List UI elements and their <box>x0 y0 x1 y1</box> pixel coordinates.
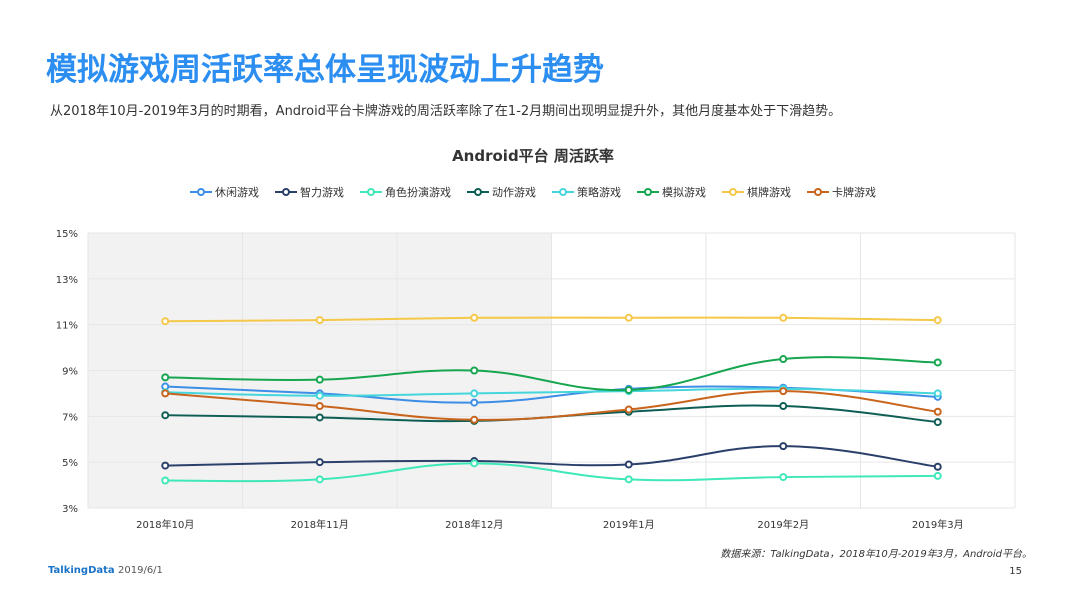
data-point <box>933 389 942 398</box>
data-point <box>470 313 479 322</box>
legend-label: 策略游戏 <box>577 186 621 199</box>
legend-swatch <box>807 188 829 196</box>
data-point <box>624 460 633 469</box>
legend-swatch <box>190 188 212 196</box>
data-point <box>470 459 479 468</box>
footer-date: 2019/6/1 <box>118 565 163 576</box>
legend-label: 动作游戏 <box>492 186 536 199</box>
data-point <box>470 389 479 398</box>
data-point <box>315 413 324 422</box>
data-point <box>161 389 170 398</box>
data-point <box>161 411 170 420</box>
data-point <box>470 398 479 407</box>
legend-item[interactable]: 智力游戏 <box>275 184 344 200</box>
data-point <box>315 316 324 325</box>
legend-item[interactable]: 动作游戏 <box>467 184 536 200</box>
legend-swatch <box>360 188 382 196</box>
data-point <box>161 476 170 485</box>
data-point <box>315 458 324 467</box>
legend-label: 智力游戏 <box>300 186 344 199</box>
y-tick-label: 11% <box>56 321 78 332</box>
legend-item[interactable]: 角色扮演游戏 <box>360 184 451 200</box>
legend-item[interactable]: 休闲游戏 <box>190 184 259 200</box>
legend-label: 卡牌游戏 <box>832 186 876 199</box>
data-point <box>315 375 324 384</box>
legend-swatch <box>275 188 297 196</box>
legend-label: 角色扮演游戏 <box>385 186 451 199</box>
y-tick-label: 13% <box>56 275 78 286</box>
legend-swatch <box>552 188 574 196</box>
data-point <box>161 461 170 470</box>
line-chart: 3% 5% 7% 9% 11% 13% 15% 2018年10月 2018年11月 2018年12… <box>56 229 1016 531</box>
legend-label: 休闲游戏 <box>215 186 259 199</box>
data-point <box>315 391 324 400</box>
chart-title: Android平台 周活跃率 <box>452 147 614 165</box>
x-tick-label: 2018年10月 <box>136 518 194 531</box>
y-tick-label: 9% <box>62 367 78 378</box>
series-line <box>165 445 938 468</box>
legend-label: 棋牌游戏 <box>747 186 791 199</box>
data-point <box>933 407 942 416</box>
data-point <box>933 358 942 367</box>
data-point <box>161 373 170 382</box>
data-point <box>470 366 479 375</box>
page-subtitle: 从2018年10月-2019年3月的时期看，Android平台卡牌游戏的周活跃率… <box>50 104 842 119</box>
data-point <box>161 317 170 326</box>
data-point <box>624 475 633 484</box>
y-tick-label: 15% <box>56 229 78 240</box>
series-line <box>165 387 938 397</box>
data-point <box>779 402 788 411</box>
page-title: 模拟游戏周活跃率总体呈现波动上升趋势 <box>46 52 604 88</box>
x-tick-label: 2019年3月 <box>912 518 964 531</box>
x-tick-label: 2019年1月 <box>603 518 655 531</box>
page-number: 15 <box>1009 566 1022 577</box>
data-point <box>779 387 788 396</box>
data-point <box>315 402 324 411</box>
data-point <box>315 475 324 484</box>
chart-legend: 休闲游戏 智力游戏 角色扮演游戏 动作游戏 策略游戏 模拟游戏 棋牌游戏 卡牌游戏 <box>0 184 1066 200</box>
legend-swatch <box>467 188 489 196</box>
data-point <box>933 418 942 427</box>
series-line <box>165 390 938 421</box>
legend-item[interactable]: 卡牌游戏 <box>807 184 876 200</box>
series-line <box>165 356 938 392</box>
legend-label: 模拟游戏 <box>662 186 706 199</box>
x-tick-label: 2018年12月 <box>445 518 503 531</box>
data-point <box>779 355 788 364</box>
y-tick-label: 5% <box>62 458 78 469</box>
x-tick-label: 2018年11月 <box>291 518 349 531</box>
legend-item[interactable]: 模拟游戏 <box>637 184 706 200</box>
data-point <box>624 313 633 322</box>
data-source-note: 数据来源：TalkingData，2018年10月-2019年3月，Androi… <box>720 549 1032 560</box>
data-point <box>779 473 788 482</box>
data-point <box>470 415 479 424</box>
x-tick-label: 2019年2月 <box>757 518 809 531</box>
data-point <box>933 316 942 325</box>
brand-logo: TalkingData <box>48 565 115 576</box>
data-point <box>779 442 788 451</box>
data-point <box>779 313 788 322</box>
data-point <box>624 405 633 414</box>
y-tick-label: 7% <box>62 412 78 423</box>
series-line <box>165 462 938 483</box>
legend-item[interactable]: 棋牌游戏 <box>722 184 791 200</box>
legend-item[interactable]: 策略游戏 <box>552 184 621 200</box>
data-point <box>933 471 942 480</box>
legend-swatch <box>722 188 744 196</box>
y-tick-label: 3% <box>62 504 78 515</box>
legend-swatch <box>637 188 659 196</box>
data-point <box>624 385 633 394</box>
series-line <box>165 316 938 323</box>
data-point <box>933 462 942 471</box>
